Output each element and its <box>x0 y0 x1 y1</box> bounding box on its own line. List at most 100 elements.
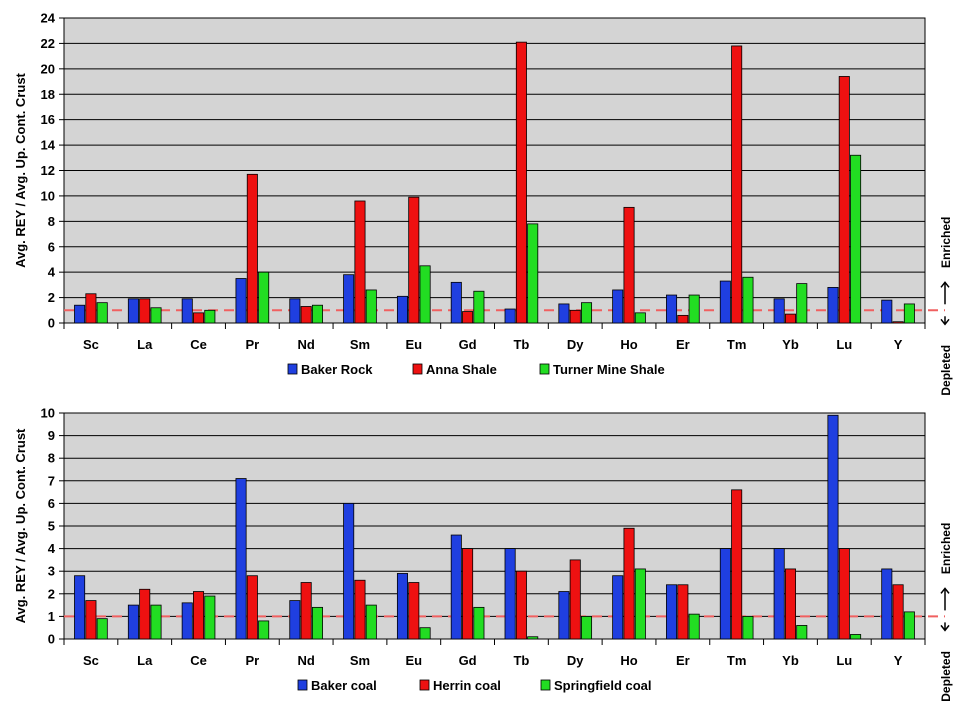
bar-Er-s2 <box>677 584 689 640</box>
x-category-label: Nd <box>297 337 314 352</box>
bar-Dy-s3 <box>581 616 593 640</box>
bar-Sm-s1 <box>343 502 355 640</box>
bar-Eu-s3 <box>419 265 431 324</box>
legend-swatch <box>287 363 298 375</box>
bar-Sc-s2 <box>85 600 97 640</box>
bar-Pr-s1 <box>235 478 247 640</box>
bar-Lu-s3 <box>850 634 862 640</box>
bar-Ho-s3 <box>634 568 646 640</box>
bar-Ce-s1 <box>181 602 193 640</box>
bar-Er-s1 <box>666 294 678 324</box>
y-tick-label: 6 <box>48 496 55 511</box>
y-tick-label: 24 <box>41 11 56 26</box>
bar-Dy-s3 <box>581 302 593 324</box>
x-category-label: Nd <box>297 653 314 668</box>
bar-Dy-s1 <box>558 591 570 640</box>
x-category-label: Sc <box>83 653 99 668</box>
bar-Dy-s2 <box>569 309 581 324</box>
bar-Y-s3 <box>903 611 915 640</box>
y-tick-label: 9 <box>48 428 55 443</box>
y-tick-label: 7 <box>48 473 55 488</box>
bar-Tm-s1 <box>719 548 731 640</box>
bar-Ce-s3 <box>204 595 216 640</box>
bar-Sc-s1 <box>74 575 86 640</box>
bar-Sc-s3 <box>96 302 108 324</box>
bar-Er-s3 <box>688 294 700 324</box>
bar-Sm-s2 <box>354 579 366 640</box>
x-category-label: Pr <box>245 337 259 352</box>
legend-label: Baker coal <box>311 678 377 693</box>
bar-Ce-s3 <box>204 309 216 324</box>
bar-Lu-s3 <box>850 154 862 324</box>
legend-swatch <box>297 679 308 691</box>
bar-Nd-s2 <box>300 582 312 640</box>
bar-Tb-s1 <box>504 308 516 324</box>
bar-La-s3 <box>150 307 162 324</box>
bar-Yb-s2 <box>784 568 796 640</box>
x-category-label: La <box>137 337 153 352</box>
x-category-label: Y <box>894 337 903 352</box>
y-tick-label: 18 <box>41 87 55 102</box>
bar-Gd-s1 <box>450 281 462 324</box>
bar-La-s1 <box>127 604 139 640</box>
bar-Pr-s1 <box>235 278 247 324</box>
bar-Y-s2 <box>892 584 904 640</box>
x-category-label: Ho <box>620 653 637 668</box>
bar-Sc-s1 <box>74 304 86 324</box>
bar-Sc-s2 <box>85 293 97 324</box>
bar-Gd-s2 <box>462 548 474 640</box>
bar-Tm-s2 <box>731 489 743 640</box>
legend-swatch <box>419 679 430 691</box>
arrow-up-icon <box>940 281 950 288</box>
bar-Nd-s1 <box>289 600 301 640</box>
legend-swatch <box>540 679 551 691</box>
bar-Tb-s2 <box>515 570 527 640</box>
bar-Nd-s1 <box>289 298 301 324</box>
legend-label: Anna Shale <box>426 362 497 377</box>
y-tick-label: 10 <box>41 188 55 203</box>
bar-Ce-s1 <box>181 298 193 324</box>
bar-Pr-s3 <box>258 620 270 640</box>
bar-Pr-s2 <box>246 575 258 640</box>
legend-label: Turner Mine Shale <box>553 362 665 377</box>
y-tick-label: 2 <box>48 290 55 305</box>
bar-Gd-s2 <box>462 311 474 324</box>
y-tick-label: 8 <box>48 451 55 466</box>
x-category-label: Sm <box>350 653 370 668</box>
bar-Tm-s1 <box>719 280 731 324</box>
legend-swatch <box>412 363 423 375</box>
bar-Pr-s2 <box>246 173 258 324</box>
bar-Lu-s2 <box>838 548 850 640</box>
y-axis-title: Avg. REY / Avg. Up. Cont. Crust <box>13 428 28 623</box>
chart-panel-2: 0 1 2 3 4 5 6 7 8 9 10 Sc La Ce Pr Nd Sm Eu Gd Tb Dy Ho Er Tm Yb… <box>13 406 953 702</box>
bar-Sm-s3 <box>365 604 377 640</box>
bar-La-s2 <box>139 298 151 324</box>
bar-Lu-s1 <box>827 414 839 640</box>
y-tick-label: 4 <box>48 541 56 556</box>
bar-Nd-s2 <box>300 306 312 324</box>
bar-Y-s2 <box>892 321 904 324</box>
bar-Dy-s1 <box>558 303 570 324</box>
bar-Gd-s1 <box>450 534 462 640</box>
y-tick-label: 2 <box>48 586 55 601</box>
bar-Yb-s1 <box>773 548 785 640</box>
x-category-label: Ce <box>190 653 207 668</box>
bar-Y-s1 <box>881 568 893 640</box>
y-tick-label: 1 <box>48 609 55 624</box>
bar-Gd-s3 <box>473 606 485 640</box>
bar-Eu-s1 <box>396 573 408 640</box>
bar-Tm-s2 <box>731 45 743 324</box>
bar-Eu-s3 <box>419 627 431 640</box>
bar-Tb-s1 <box>504 548 516 640</box>
bar-Gd-s3 <box>473 290 485 324</box>
legend-label: Baker Rock <box>301 362 373 377</box>
bar-Ho-s1 <box>612 289 624 324</box>
x-category-label: Yb <box>782 337 799 352</box>
bar-Lu-s2 <box>838 76 850 324</box>
y-tick-label: 5 <box>48 519 55 534</box>
y-tick-label: 22 <box>41 36 55 51</box>
bar-Ce-s2 <box>193 591 205 640</box>
enriched-label: Enriched <box>939 523 953 574</box>
